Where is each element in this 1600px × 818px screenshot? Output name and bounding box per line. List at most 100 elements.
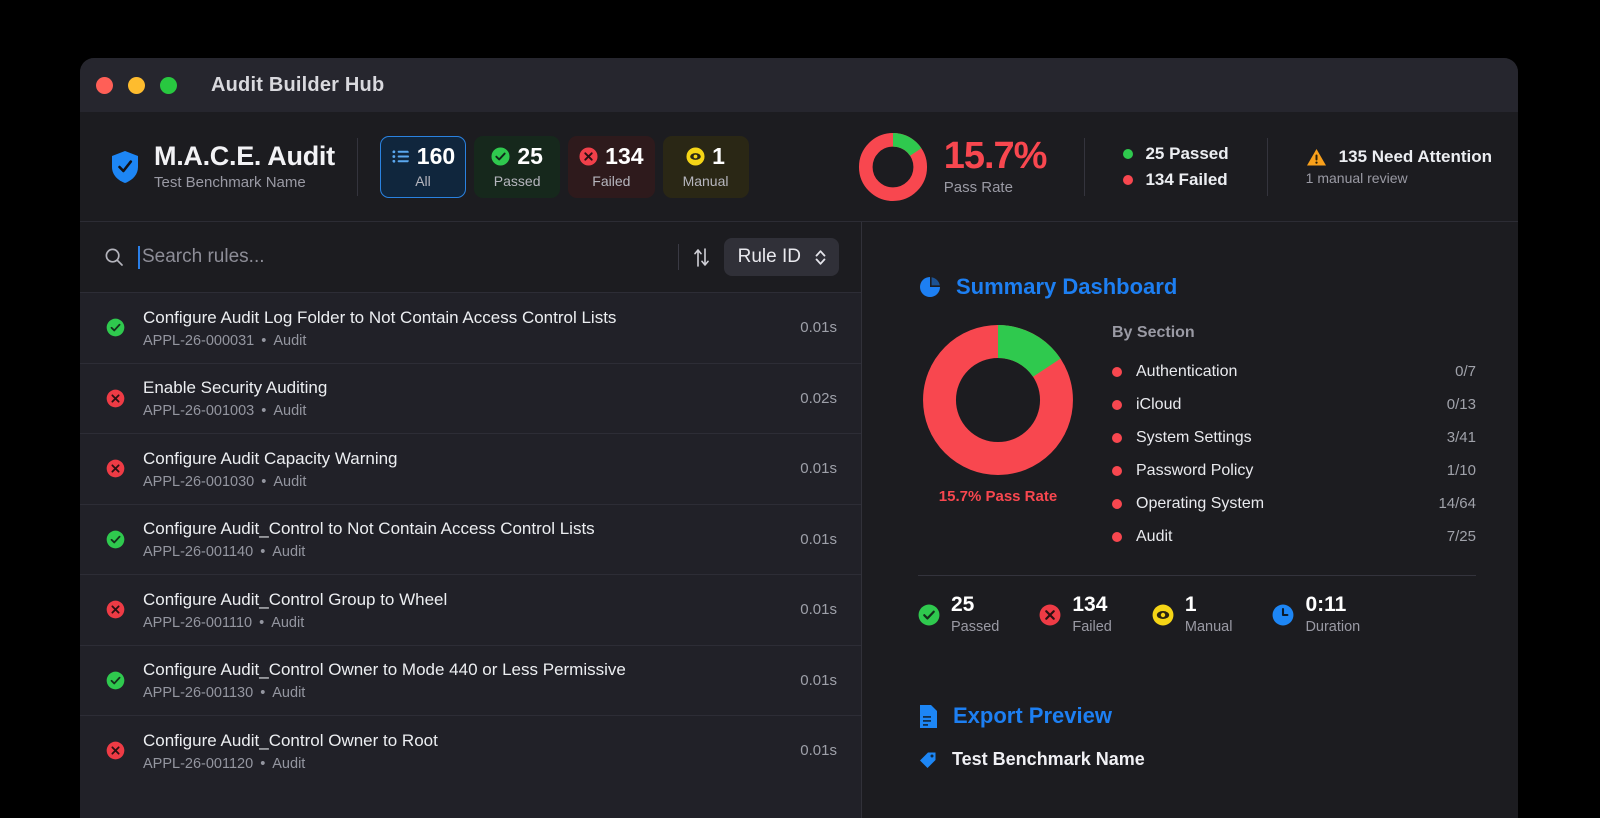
meta-separator: •: [260, 544, 266, 561]
table-row[interactable]: Configure Audit_Control Owner to Root AP…: [80, 715, 861, 786]
list-item[interactable]: Authentication 0/7: [1112, 355, 1476, 388]
tag-icon: [920, 752, 936, 768]
status-fail-icon: [106, 600, 125, 619]
list-item[interactable]: iCloud 0/13: [1112, 388, 1476, 421]
total-manual: 1 Manual: [1152, 593, 1232, 635]
section-name: Operating System: [1136, 494, 1265, 512]
filter-chip-all[interactable]: 160 All: [379, 135, 467, 198]
rule-title: Configure Audit_Control to Not Contain A…: [143, 519, 595, 539]
pass-rate-text: 15.7% Pass Rate: [943, 135, 1048, 196]
meta-separator: •: [261, 403, 267, 420]
list-item[interactable]: Audit 7/25: [1112, 520, 1476, 553]
section-name: Audit: [1136, 527, 1173, 545]
document-icon: [920, 704, 937, 728]
chip-count: 160: [416, 142, 456, 169]
section-status-dot: [1112, 465, 1122, 476]
status-fail-icon: [106, 389, 125, 408]
chevron-updown-icon: [815, 249, 826, 265]
section-value: 14/64: [1438, 495, 1476, 512]
chip-count: 134: [605, 142, 644, 169]
rule-section: Audit: [272, 544, 306, 561]
table-row[interactable]: Configure Audit Capacity Warning APPL-26…: [80, 433, 861, 504]
section-value: 7/25: [1446, 528, 1476, 545]
chip-label: Failed: [592, 172, 631, 189]
search-bar: Search rules... Rule ID: [80, 222, 861, 292]
app-subtitle: Test Benchmark Name: [154, 174, 306, 192]
rule-title: Configure Audit Capacity Warning: [143, 448, 398, 468]
total-value: 134: [1072, 593, 1108, 616]
rule-meta: APPL-26-001110 • Audit: [143, 615, 782, 631]
close-button[interactable]: [96, 76, 113, 94]
table-row[interactable]: Configure Audit_Control Owner to Mode 44…: [80, 644, 861, 716]
pass-rate-summary: 15.7% Pass Rate 25 Passed 134 Failed: [858, 132, 1492, 202]
search-placeholder: Search rules...: [142, 246, 265, 267]
donut-chart-block: 15.7% Pass Rate: [918, 322, 1078, 553]
rule-title: Configure Audit_Control Owner to Mode 44…: [143, 660, 626, 680]
export-benchmark-row: Test Benchmark Name: [918, 749, 1476, 770]
summary-dashboard-header: Summary Dashboard: [918, 274, 1476, 300]
rules-list[interactable]: Configure Audit Log Folder to Not Contai…: [80, 292, 861, 818]
filter-chip-failed[interactable]: 134 Failed: [568, 135, 655, 198]
rule-title: Configure Audit Log Folder to Not Contai…: [143, 307, 617, 327]
filter-chips: 160 All 25 Passed: [379, 135, 749, 198]
filter-chip-passed[interactable]: 25 Passed: [474, 135, 561, 198]
status-pass-icon: [106, 530, 125, 549]
export-preview-header: Export Preview: [918, 703, 1476, 729]
rule-meta: APPL-26-001030 • Audit: [143, 474, 782, 490]
details-panel: Summary Dashboard 15.7% Pass Rate By Sec…: [862, 222, 1518, 818]
export-preview-section: Export Preview Test Benchmark Name: [918, 703, 1476, 770]
header-divider-2: [1084, 137, 1086, 196]
eye-circle-icon: [1152, 604, 1174, 625]
legend-label-failed: 134 Failed: [1145, 169, 1228, 189]
section-status-dot: [1112, 498, 1122, 509]
filter-chip-manual[interactable]: 1 Manual: [662, 135, 749, 198]
sort-select[interactable]: Rule ID: [723, 238, 839, 276]
shield-check-icon: [112, 150, 138, 183]
total-value: 0:11: [1305, 593, 1347, 616]
rule-id: APPL-26-001140: [143, 544, 254, 561]
search-input[interactable]: Search rules...: [138, 222, 664, 292]
rule-duration: 0.01s: [800, 601, 837, 619]
total-failed: 134 Failed: [1039, 594, 1112, 635]
chip-label: All: [415, 172, 431, 189]
list-item[interactable]: System Settings 3/41: [1112, 421, 1476, 454]
sort-arrows-icon[interactable]: [693, 247, 710, 267]
status-fail-icon: [106, 459, 125, 478]
rule-meta: APPL-26-001120 • Audit: [143, 756, 782, 772]
pass-rate-label: Pass Rate: [943, 179, 1013, 196]
table-row[interactable]: Configure Audit_Control to Not Contain A…: [80, 503, 861, 575]
brand-text: M.A.C.E. Audit Test Benchmark Name: [154, 141, 335, 192]
search-divider: [677, 244, 679, 270]
maximize-button[interactable]: [160, 76, 177, 94]
list-item[interactable]: Operating System 14/64: [1112, 487, 1476, 520]
table-row[interactable]: Configure Audit Log Folder to Not Contai…: [80, 292, 861, 363]
section-name: System Settings: [1136, 428, 1252, 446]
meta-separator: •: [261, 332, 267, 349]
summary-dashboard-title: Summary Dashboard: [956, 274, 1178, 299]
list-item[interactable]: Password Policy 1/10: [1112, 454, 1476, 487]
table-row[interactable]: Enable Security Auditing APPL-26-001003 •…: [80, 362, 861, 434]
section-status-dot: [1112, 432, 1122, 443]
rule-section: Audit: [271, 614, 305, 631]
section-value: 0/7: [1455, 363, 1476, 380]
rule-id: APPL-26-001003: [143, 403, 255, 420]
list-icon: [392, 149, 409, 163]
rule-id: APPL-26-001110: [143, 614, 253, 631]
check-circle-icon: [491, 146, 510, 166]
total-value: 1: [1184, 593, 1197, 616]
rule-id: APPL-26-001130: [143, 685, 254, 702]
app-window: Audit Builder Hub M.A.C.E. Audit Test Be…: [80, 58, 1518, 818]
header-legend: 25 Passed 134 Failed: [1123, 144, 1229, 190]
clock-icon: [1272, 604, 1294, 625]
legend-dot-passed: [1123, 148, 1134, 159]
rule-duration: 0.01s: [800, 671, 837, 689]
pie-chart-icon: [920, 277, 940, 297]
pass-rate-value: 15.7%: [943, 135, 1048, 177]
section-value: 1/10: [1446, 462, 1476, 479]
attention-sub: 1 manual review: [1305, 170, 1408, 186]
section-value: 0/13: [1446, 396, 1476, 413]
table-row[interactable]: Configure Audit_Control Group to Wheel A…: [80, 574, 861, 645]
rule-title: Configure Audit_Control Group to Wheel: [143, 589, 448, 609]
minimize-button[interactable]: [128, 76, 145, 94]
window-title: Audit Builder Hub: [211, 73, 385, 96]
